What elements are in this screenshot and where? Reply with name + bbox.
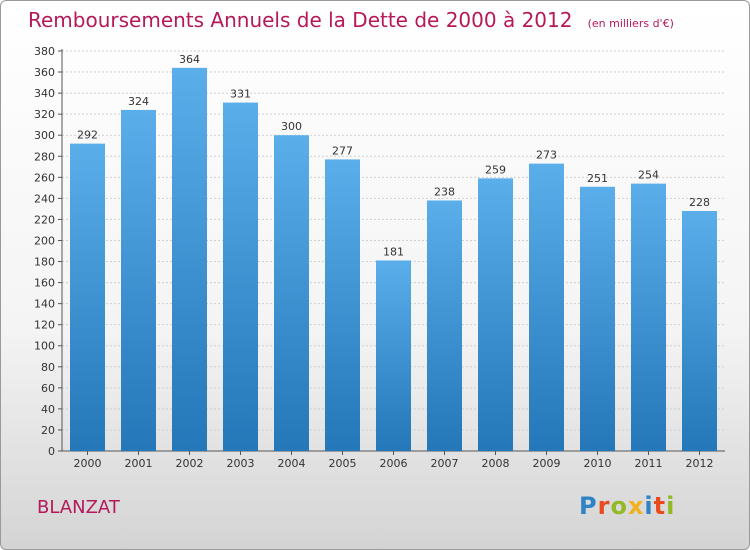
bar	[529, 163, 564, 451]
bar	[172, 67, 207, 451]
proxiti-logo: Proxiti	[579, 492, 675, 520]
x-tick-label: 2007	[431, 457, 459, 470]
y-tick-label: 200	[34, 234, 55, 247]
y-tick-label: 140	[34, 298, 55, 311]
title-row: Remboursements Annuels de la Dette de 20…	[28, 8, 674, 32]
bar	[631, 183, 666, 451]
bar	[274, 135, 309, 452]
x-tick-label: 2011	[635, 457, 663, 470]
y-tick-label: 120	[34, 319, 55, 332]
y-tick-label: 260	[34, 171, 55, 184]
logo-letter: i	[666, 492, 676, 520]
x-tick-label: 2001	[125, 457, 153, 470]
logo-letter: t	[653, 492, 667, 520]
y-tick-label: 0	[48, 445, 55, 458]
bar-value-label: 273	[536, 149, 557, 162]
x-tick-label: 2002	[176, 457, 204, 470]
bar	[427, 200, 462, 451]
y-tick-label: 320	[34, 108, 55, 121]
bar	[376, 260, 411, 451]
x-tick-label: 2008	[482, 457, 510, 470]
bar-value-label: 259	[485, 163, 506, 176]
y-tick-label: 20	[41, 424, 55, 437]
bar-chart: 0 20 40 60 80 100 120 140 160 180 200 220 240 260 280 3…	[34, 45, 725, 470]
x-tick-label: 2009	[533, 457, 561, 470]
logo-letter: x	[627, 492, 645, 520]
bar	[325, 159, 360, 451]
bar	[478, 178, 513, 452]
bar-value-label: 228	[689, 196, 710, 209]
y-tick-label: 360	[34, 66, 55, 79]
x-tick-label: 2010	[584, 457, 612, 470]
y-tick-label: 80	[41, 361, 55, 374]
bar	[70, 143, 105, 451]
bar	[580, 186, 615, 451]
y-tick-label: 160	[34, 277, 55, 290]
bar-value-label: 292	[77, 129, 98, 142]
logo-letter: r	[597, 492, 611, 520]
bar	[121, 109, 156, 452]
y-tick-label: 380	[34, 45, 55, 58]
bar-value-label: 251	[587, 172, 608, 185]
commune-name: BLANZAT	[37, 497, 120, 518]
x-tick-label: 2004	[278, 457, 306, 470]
chart-subtitle: (en milliers d'€)	[587, 17, 674, 30]
logo-letter: i	[644, 492, 654, 520]
y-tick-label: 220	[34, 213, 55, 226]
bar-value-label: 331	[230, 88, 251, 101]
y-tick-label: 40	[41, 403, 55, 416]
bar-value-label: 300	[281, 120, 302, 133]
logo-letter: P	[579, 492, 598, 520]
y-tick-label: 180	[34, 256, 55, 269]
bar-value-label: 277	[332, 144, 353, 157]
bar-value-label: 238	[434, 185, 455, 198]
x-tick-label: 2000	[74, 457, 102, 470]
y-tick-label: 340	[34, 87, 55, 100]
y-tick-label: 240	[34, 192, 55, 205]
bars	[70, 67, 717, 452]
bar	[682, 211, 717, 451]
data-labels: 292 324 364 331 300 277 181 238 259 273 251 254 228	[77, 53, 710, 259]
y-tick-label: 100	[34, 340, 55, 353]
bar-value-label: 254	[638, 169, 659, 182]
y-tick-label: 280	[34, 150, 55, 163]
axes: 0 20 40 60 80 100 120 140 160 180 200 220 240 260 280 3…	[34, 45, 725, 470]
x-tick-label: 2005	[329, 457, 357, 470]
bar-value-label: 181	[383, 245, 404, 258]
bar	[223, 102, 258, 451]
bar-value-label: 364	[179, 53, 200, 66]
x-tick-label: 2012	[686, 457, 714, 470]
x-tick-label: 2006	[380, 457, 408, 470]
bar-value-label: 324	[128, 95, 149, 108]
y-tick-label: 300	[34, 129, 55, 142]
x-tick-label: 2003	[227, 457, 255, 470]
chart-title: Remboursements Annuels de la Dette de 20…	[28, 8, 573, 32]
logo-letter: o	[610, 492, 628, 520]
y-tick-label: 60	[41, 382, 55, 395]
